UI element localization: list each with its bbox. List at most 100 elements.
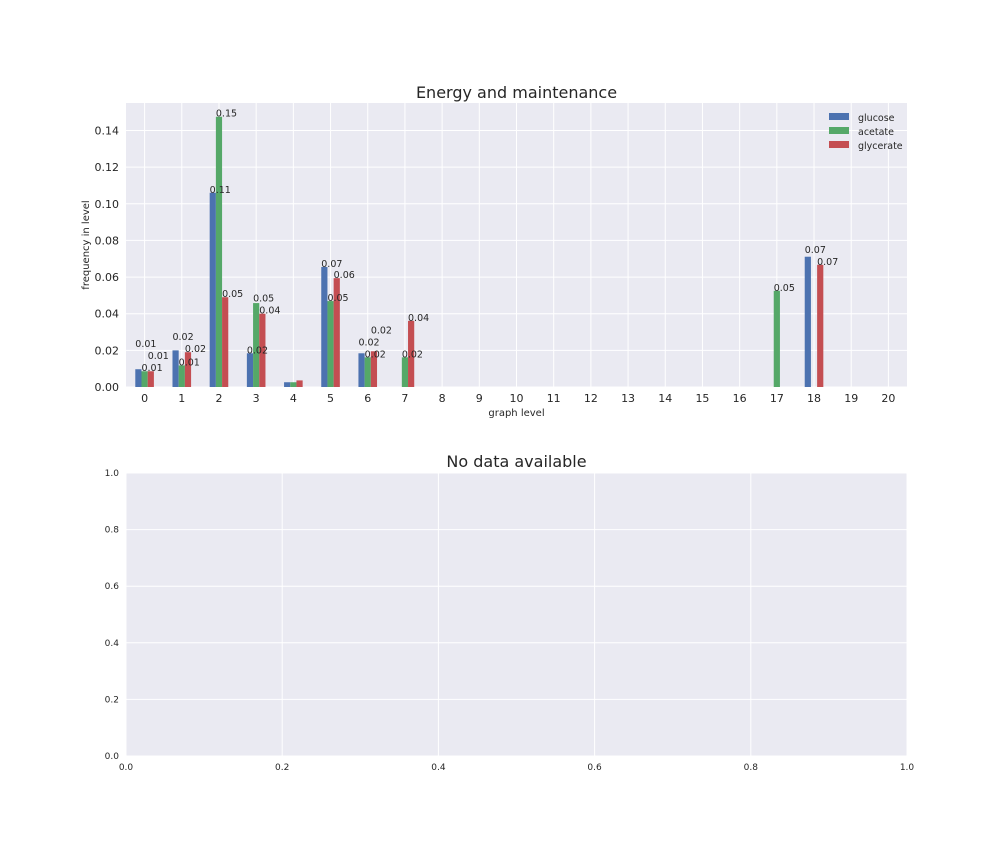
bar-acetate-17 xyxy=(773,290,780,387)
y-tick-label: 0.12 xyxy=(95,161,120,174)
data-label: 0.02 xyxy=(185,344,206,355)
data-label: 0.05 xyxy=(774,283,795,294)
bar-acetate-1 xyxy=(178,365,185,387)
bar-acetate-3 xyxy=(253,303,260,387)
data-label: 0.07 xyxy=(321,259,342,270)
bar-glycerate-1 xyxy=(184,352,192,387)
y-tick-label: 0.4 xyxy=(105,639,120,649)
bar-glycerate-6 xyxy=(370,351,378,387)
bar-acetate-7 xyxy=(401,357,409,387)
bar-glycerate-18 xyxy=(817,264,824,387)
data-label: 0.02 xyxy=(247,345,268,356)
x-tick-label: 0.4 xyxy=(431,763,446,773)
x-tick-label: 7 xyxy=(401,392,408,405)
data-label: 0.01 xyxy=(135,339,156,350)
data-label: 0.06 xyxy=(334,270,355,281)
chart-title: No data available xyxy=(446,452,586,471)
bar-glucose-4 xyxy=(284,382,291,387)
x-tick-label: 0 xyxy=(141,392,148,405)
y-tick-label: 0.00 xyxy=(95,381,120,394)
x-tick-label: 11 xyxy=(547,392,561,405)
data-label: 0.15 xyxy=(216,109,237,120)
x-tick-label: 9 xyxy=(476,392,483,405)
data-label: 0.01 xyxy=(148,351,169,362)
bar-glycerate-4 xyxy=(296,380,303,387)
x-tick-label: 0.8 xyxy=(744,763,759,773)
y-tick-label: 0.06 xyxy=(95,271,120,284)
data-label: 0.02 xyxy=(402,349,423,360)
bar-acetate-5 xyxy=(327,301,334,387)
legend: glucose acetate glycerate xyxy=(829,113,903,152)
bar-glucose-5 xyxy=(321,266,328,387)
top-axes: 0 1 2 3 4 5 6 7 8 9 10 11 12 13 14 15 16 17 18 19 200.000.02… xyxy=(81,83,907,419)
x-tick-label: 17 xyxy=(770,392,784,405)
y-tick-label: 1.0 xyxy=(105,469,120,479)
bar-glycerate-5 xyxy=(333,278,340,387)
data-label: 0.04 xyxy=(259,306,280,317)
data-label: 0.04 xyxy=(408,313,429,324)
bar-glycerate-3 xyxy=(259,313,266,387)
bar-glucose-1 xyxy=(172,350,179,387)
bar-acetate-4 xyxy=(290,382,297,387)
x-tick-label: 6 xyxy=(364,392,371,405)
bar-glucose-2 xyxy=(209,192,216,387)
y-tick-label: 0.10 xyxy=(95,198,120,211)
y-tick-label: 0.02 xyxy=(95,344,120,357)
data-label: 0.05 xyxy=(222,289,243,300)
bar-glucose-0 xyxy=(135,369,142,387)
legend-swatch-glucose xyxy=(829,113,849,120)
bar-acetate-0 xyxy=(141,371,148,387)
x-tick-label: 5 xyxy=(327,392,334,405)
data-label: 0.02 xyxy=(358,337,379,348)
bar-glycerate-2 xyxy=(222,297,229,387)
legend-label-glycerate: glycerate xyxy=(858,141,903,152)
bar-glycerate-0 xyxy=(147,371,154,387)
y-tick-label: 0.2 xyxy=(105,695,119,705)
x-tick-label: 12 xyxy=(584,392,598,405)
legend-label-glucose: glucose xyxy=(858,113,895,124)
y-axis-label: frequency in level xyxy=(81,200,92,289)
y-tick-label: 0.08 xyxy=(95,234,120,247)
x-tick-label: 19 xyxy=(844,392,858,405)
x-tick-label: 14 xyxy=(658,392,672,405)
bar-glucose-18 xyxy=(804,256,811,387)
x-tick-label: 10 xyxy=(510,392,524,405)
data-label: 0.11 xyxy=(210,185,231,196)
plot-background xyxy=(126,473,907,756)
data-label: 0.07 xyxy=(817,257,838,268)
x-tick-label: 20 xyxy=(881,392,895,405)
x-tick-label: 0.2 xyxy=(275,763,289,773)
x-tick-label: 15 xyxy=(695,392,709,405)
legend-swatch-acetate xyxy=(829,127,849,134)
x-tick-label: 2 xyxy=(215,392,222,405)
data-label: 0.01 xyxy=(141,363,162,374)
x-tick-label: 8 xyxy=(439,392,446,405)
y-tick-label: 0.6 xyxy=(105,582,120,592)
y-tick-label: 0.8 xyxy=(105,526,120,536)
data-label: 0.05 xyxy=(253,294,274,305)
bar-glycerate-7 xyxy=(408,320,415,387)
data-label: 0.01 xyxy=(179,357,200,368)
x-tick-label: 1 xyxy=(178,392,185,405)
data-label: 0.07 xyxy=(805,245,826,256)
x-axis-label: graph level xyxy=(488,408,544,419)
data-label: 0.02 xyxy=(371,325,392,336)
legend-label-acetate: acetate xyxy=(858,127,894,138)
bar-acetate-6 xyxy=(364,357,371,387)
data-label: 0.02 xyxy=(365,349,386,360)
x-tick-label: 0.0 xyxy=(119,763,134,773)
x-tick-label: 0.6 xyxy=(587,763,602,773)
y-tick-label: 0.04 xyxy=(95,308,120,321)
bar-glucose-3 xyxy=(246,353,254,387)
x-tick-label: 13 xyxy=(621,392,635,405)
x-tick-label: 18 xyxy=(807,392,821,405)
bottom-axes: 0.0 0.2 0.4 0.6 0.8 1.0 0.0 0.2 0.4 0.6 0.8 1.0 No d… xyxy=(105,452,915,773)
x-tick-label: 4 xyxy=(290,392,297,405)
legend-swatch-glycerate xyxy=(829,141,849,148)
bar-acetate-2 xyxy=(215,116,223,387)
data-label: 0.02 xyxy=(172,332,193,343)
x-tick-label: 16 xyxy=(733,392,747,405)
bar-glucose-6 xyxy=(358,353,365,387)
x-tick-label: 1.0 xyxy=(900,763,915,773)
